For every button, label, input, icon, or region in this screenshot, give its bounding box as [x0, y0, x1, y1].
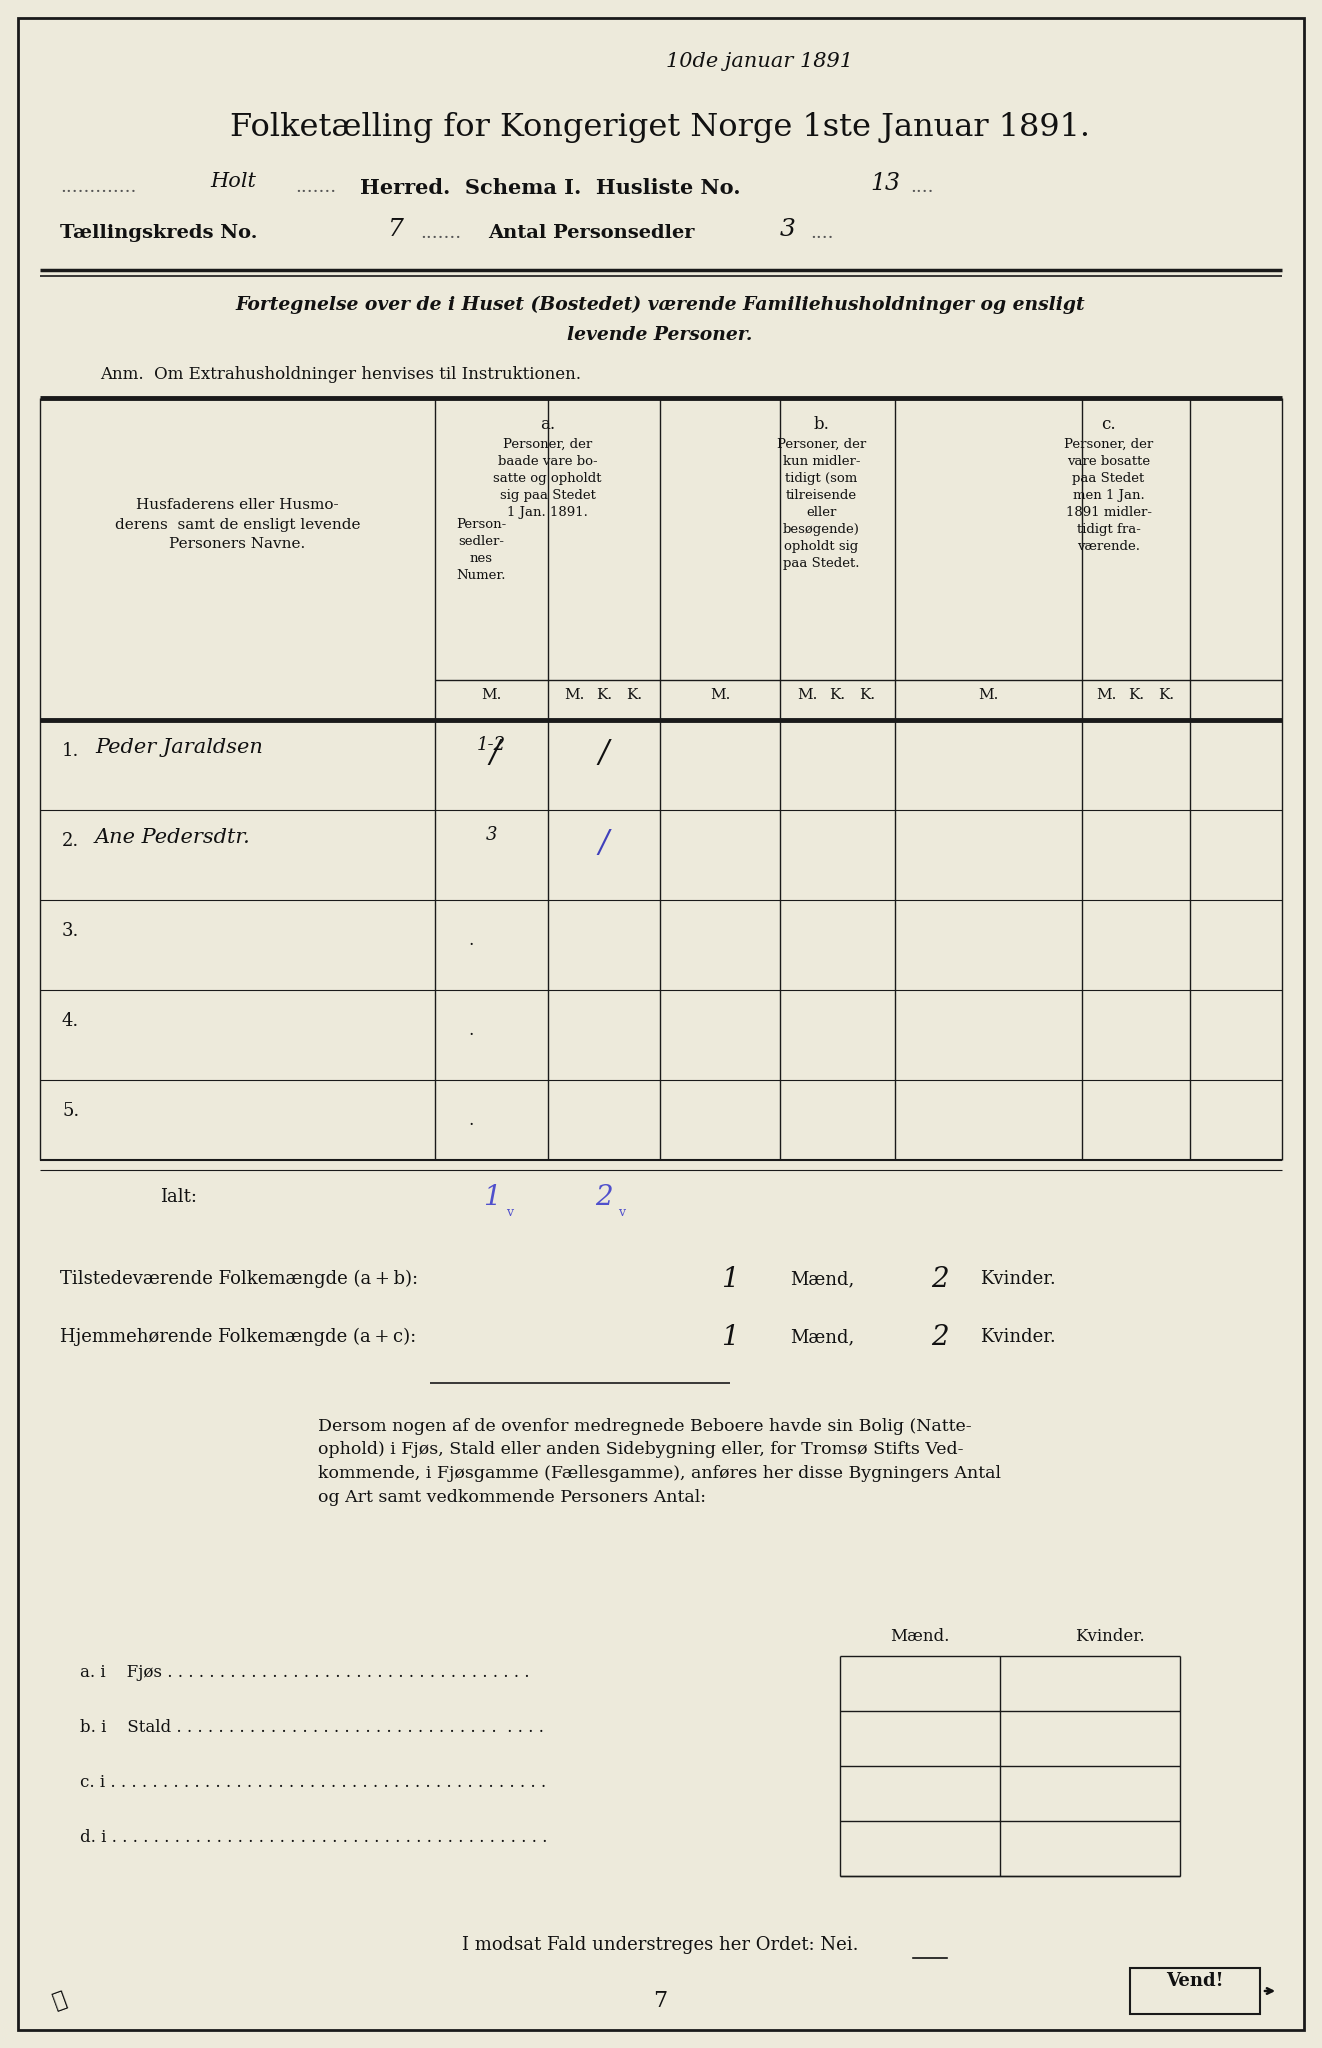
Text: Tilstedeværende Folkemængde (a + b):: Tilstedeværende Folkemængde (a + b):	[59, 1270, 418, 1288]
Text: .: .	[469, 1112, 475, 1128]
Text: I modsat Fald understreges her Ordet: Nei.: I modsat Fald understreges her Ordet: Ne…	[461, 1935, 858, 1954]
Text: Mænd,: Mænd,	[791, 1270, 854, 1288]
Text: Personer, der
vare bosatte
paa Stedet
men 1 Jan.
1891 midler-
tidigt fra-
værend: Personer, der vare bosatte paa Stedet me…	[1064, 438, 1153, 553]
Text: Tællingskreds No.: Tællingskreds No.	[59, 223, 258, 242]
Text: Husfaderens eller Husmo-
derens  samt de ensligt levende
Personers Navne.: Husfaderens eller Husmo- derens samt de …	[115, 498, 361, 551]
Text: 3: 3	[485, 825, 497, 844]
Text: M.: M.	[797, 688, 818, 702]
Text: K.: K.	[1128, 688, 1144, 702]
Text: levende Personer.: levende Personer.	[567, 326, 752, 344]
Text: 7: 7	[387, 217, 405, 242]
Text: a. i    Fjøs . . . . . . . . . . . . . . . . . . . . . . . . . . . . . . . . . .: a. i Fjøs . . . . . . . . . . . . . . . …	[81, 1663, 530, 1681]
Text: .: .	[469, 1022, 475, 1038]
Text: Holt: Holt	[210, 172, 256, 190]
Text: c.: c.	[1101, 416, 1116, 432]
Text: 4.: 4.	[62, 1012, 79, 1030]
Text: .......: .......	[420, 223, 461, 242]
Text: M.: M.	[481, 688, 501, 702]
Text: 1.: 1.	[62, 741, 79, 760]
Text: b.: b.	[813, 416, 829, 432]
Text: 3: 3	[780, 217, 796, 242]
Text: K.: K.	[596, 688, 612, 702]
Text: Mænd.: Mænd.	[890, 1628, 949, 1645]
Text: Kvinder.: Kvinder.	[980, 1270, 1056, 1288]
Text: .......: .......	[295, 178, 336, 197]
Text: .............: .............	[59, 178, 136, 197]
Text: ✓: ✓	[50, 1989, 70, 2013]
Text: 2: 2	[595, 1184, 613, 1210]
Text: Person-
sedler-
nes
Numer.: Person- sedler- nes Numer.	[456, 518, 506, 582]
Text: 5.: 5.	[62, 1102, 79, 1120]
Text: b. i    Stald . . . . . . . . . . . . . . . . . . . . . . . . . . . . . . .  . .: b. i Stald . . . . . . . . . . . . . . .…	[81, 1718, 543, 1737]
Text: Personer, der
kun midler-
tidigt (som
tilreisende
eller
besøgende)
opholdt sig
p: Personer, der kun midler- tidigt (som ti…	[777, 438, 866, 569]
Text: 1: 1	[722, 1323, 739, 1352]
Text: ....: ....	[810, 223, 833, 242]
Text: 13: 13	[870, 172, 900, 195]
Text: 2: 2	[931, 1266, 949, 1292]
Text: c. i . . . . . . . . . . . . . . . . . . . . . . . . . . . . . . . . . . . . . .: c. i . . . . . . . . . . . . . . . . . .…	[81, 1774, 546, 1792]
Text: Hjemmehørende Folkemængde (a + c):: Hjemmehørende Folkemængde (a + c):	[59, 1327, 416, 1346]
Text: M.: M.	[563, 688, 584, 702]
Text: Vend!: Vend!	[1166, 1972, 1224, 1991]
Text: Mænd,: Mænd,	[791, 1327, 854, 1346]
Text: 1: 1	[483, 1184, 500, 1210]
Text: Dersom nogen af de ovenfor medregnede Beboere havde sin Bolig (Natte-
ophold) i : Dersom nogen af de ovenfor medregnede Be…	[319, 1417, 1002, 1505]
Text: .: .	[469, 932, 475, 948]
Text: M.: M.	[978, 688, 998, 702]
Text: ....: ....	[910, 178, 933, 197]
Text: Antal Personsedler: Antal Personsedler	[488, 223, 694, 242]
Text: /: /	[599, 827, 609, 858]
Text: 3.: 3.	[62, 922, 79, 940]
Text: K.: K.	[1158, 688, 1174, 702]
Text: Ialt:: Ialt:	[160, 1188, 197, 1206]
Text: Folketælling for Kongeriget Norge 1ste Januar 1891.: Folketælling for Kongeriget Norge 1ste J…	[230, 113, 1091, 143]
Text: 10de januar 1891: 10de januar 1891	[666, 51, 854, 72]
Text: Kvinder.: Kvinder.	[1075, 1628, 1145, 1645]
Text: 2.: 2.	[62, 831, 79, 850]
Text: K.: K.	[829, 688, 846, 702]
Text: K.: K.	[625, 688, 642, 702]
Text: 1-2: 1-2	[477, 735, 506, 754]
Text: d. i . . . . . . . . . . . . . . . . . . . . . . . . . . . . . . . . . . . . . .: d. i . . . . . . . . . . . . . . . . . .…	[81, 1829, 547, 1845]
Text: v: v	[506, 1206, 513, 1219]
Text: Fortegnelse over de i Huset (Bostedet) værende Familiehusholdninger og ensligt: Fortegnelse over de i Huset (Bostedet) v…	[235, 297, 1085, 313]
Text: Anm.  Om Extrahusholdninger henvises til Instruktionen.: Anm. Om Extrahusholdninger henvises til …	[100, 367, 580, 383]
Text: Herred.  Schema I.  Husliste No.: Herred. Schema I. Husliste No.	[360, 178, 740, 199]
Text: /: /	[489, 737, 500, 768]
Text: Ane Pedersdtr.: Ane Pedersdtr.	[95, 827, 251, 848]
Text: 1: 1	[722, 1266, 739, 1292]
Text: 2: 2	[931, 1323, 949, 1352]
Text: Kvinder.: Kvinder.	[980, 1327, 1056, 1346]
Text: K.: K.	[859, 688, 875, 702]
Text: Personer, der
baade vare bo-
satte og opholdt
sig paa Stedet
1 Jan. 1891.: Personer, der baade vare bo- satte og op…	[493, 438, 602, 518]
Text: Peder Jaraldsen: Peder Jaraldsen	[95, 737, 263, 758]
Bar	[1130, 1968, 1260, 2013]
Text: 7: 7	[653, 1991, 668, 2011]
Text: /: /	[599, 737, 609, 768]
Text: v: v	[619, 1206, 625, 1219]
Text: M.: M.	[710, 688, 730, 702]
Text: a.: a.	[539, 416, 555, 432]
Text: M.: M.	[1096, 688, 1116, 702]
